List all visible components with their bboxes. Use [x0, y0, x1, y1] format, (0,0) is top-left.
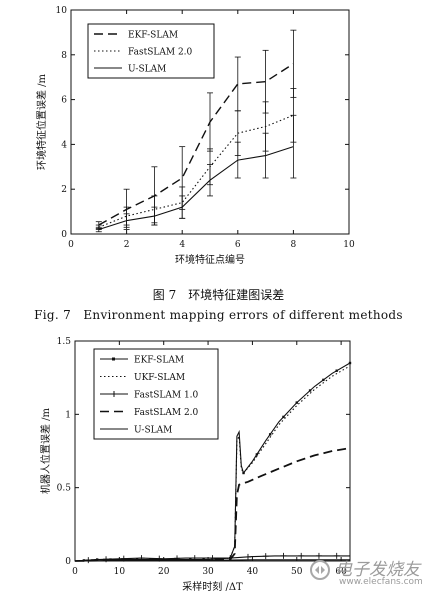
series-line-ukf-slam [74, 365, 351, 562]
watermark-logo-icon [310, 560, 330, 580]
legend-label-fastslam-1-0: FastSLAM 1.0 [134, 391, 199, 401]
y-tick-label: 8 [61, 51, 67, 61]
y-tick-label: 10 [56, 6, 68, 16]
y-tick-label: 1.5 [57, 337, 72, 347]
legend-marker [111, 391, 117, 397]
series-marker [348, 361, 352, 365]
series-line-fastslam-2-0 [98, 114, 294, 228]
y-tick-label: 2 [61, 185, 67, 195]
series-marker [255, 453, 259, 456]
series-marker [333, 552, 340, 559]
y-tick-label: 0 [61, 230, 67, 240]
x-tick-label: 40 [247, 567, 259, 577]
series-marker [322, 378, 325, 382]
x-tick-label: 8 [291, 240, 297, 250]
figure-caption-english: Fig. 7 Environment mapping errors of dif… [34, 308, 403, 322]
y-tick-label: 0 [65, 557, 71, 567]
watermark-url: www.elecfans.com [339, 577, 423, 587]
series-marker [295, 401, 298, 404]
legend-box [87, 23, 215, 79]
x-tick-label: 50 [291, 567, 303, 577]
series-marker [268, 433, 272, 436]
legend-label-ekf-slam: EKF-SLAM [134, 356, 184, 366]
legend-label-ekf-slam: EKF-SLAM [128, 31, 178, 41]
series-line-ekf-slam [98, 63, 294, 226]
series-marker [262, 553, 269, 560]
series-marker [282, 415, 285, 419]
y-tick-label: 1 [65, 410, 71, 420]
y-axis-label: 机器人位置误差 /m [39, 407, 52, 494]
figure-caption-chinese: 图 7 环境特征建图误差 [152, 288, 285, 302]
series-marker [242, 471, 245, 475]
x-tick-label: 10 [343, 240, 355, 250]
legend-label-fastslam-2-0: FastSLAM 2.0 [134, 408, 199, 418]
series-line-fastslam-2-0 [74, 447, 351, 562]
legend-label-fastslam-2-0: FastSLAM 2.0 [128, 48, 193, 58]
series-marker [308, 389, 312, 392]
legend-label-u-slam: U-SLAM [134, 426, 172, 436]
series-marker [280, 552, 287, 559]
series-marker [244, 553, 251, 560]
x-tick-label: 60 [335, 567, 347, 577]
series-marker [298, 552, 305, 559]
y-tick-label: 6 [61, 96, 67, 106]
series-marker [315, 552, 322, 559]
series-line-u-slam [98, 146, 294, 231]
x-tick-label: 10 [114, 567, 126, 577]
x-tick-label: 30 [202, 567, 214, 577]
x-tick-label: 20 [158, 567, 170, 577]
x-tick-label: 0 [72, 567, 78, 577]
y-tick-label: 4 [61, 140, 67, 150]
legend-label-ukf-slam: UKF-SLAM [134, 373, 185, 383]
x-tick-label: 6 [235, 240, 241, 250]
x-axis-label: 环境特征点编号 [175, 253, 245, 266]
y-tick-label: 0.5 [57, 484, 72, 494]
x-tick-label: 0 [68, 240, 74, 250]
chart-environment-mapping-errors: 0 2 4 6 8 10 0 2 4 6 8 10 环境特征点编号 环境特征位置误差 /m EKF-SLAM… [35, 6, 355, 266]
legend-marker [112, 357, 115, 361]
series-marker [215, 557, 219, 561]
plot-frame [70, 9, 350, 235]
series-marker [335, 369, 338, 372]
x-tick-label: 4 [179, 240, 185, 250]
x-tick-label: 2 [124, 240, 130, 250]
watermark: 电子发烧友 www.elecfans.com [305, 555, 430, 591]
y-axis-label: 环境特征位置误差 /m [35, 73, 48, 170]
series-line-u-slam [74, 559, 350, 562]
chart-robot-position-errors: 0 10 20 30 40 50 60 0 0.5 1 1.5 采样时刻 /ΔT 机器人位置误差 /m E… [39, 337, 352, 593]
legend-label-u-slam: U-SLAM [128, 65, 166, 75]
watermark-text: 电子发烧友 [335, 560, 420, 580]
x-axis-label: 采样时刻 /ΔT [182, 580, 243, 593]
